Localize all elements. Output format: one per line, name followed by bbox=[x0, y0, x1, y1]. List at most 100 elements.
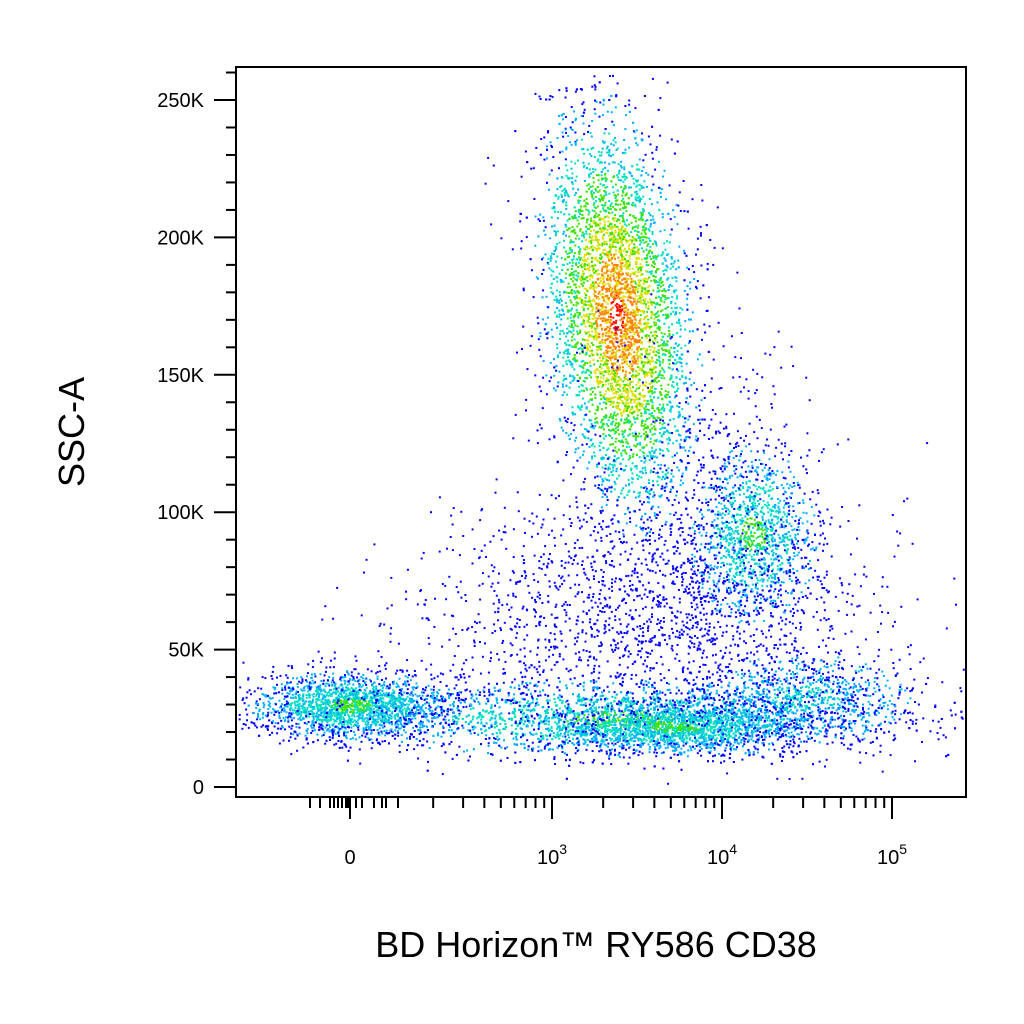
event-dot bbox=[630, 231, 633, 234]
event-dot bbox=[542, 219, 545, 222]
event-dot bbox=[602, 428, 605, 431]
event-dot bbox=[641, 247, 643, 250]
event-dot bbox=[631, 407, 634, 410]
event-dot bbox=[645, 431, 647, 433]
event-dot bbox=[660, 384, 663, 387]
event-dot bbox=[622, 324, 625, 327]
event-dot bbox=[627, 308, 630, 311]
event-dot bbox=[604, 309, 607, 312]
event-dot bbox=[689, 371, 692, 374]
event-dot bbox=[638, 432, 641, 435]
event-dot bbox=[599, 510, 602, 512]
event-dot bbox=[651, 233, 654, 236]
event-dot bbox=[651, 301, 654, 304]
event-dot bbox=[621, 232, 624, 235]
event-dot bbox=[562, 280, 565, 283]
event-dot bbox=[657, 108, 660, 111]
event-dot bbox=[637, 347, 640, 350]
event-dot bbox=[625, 441, 628, 444]
event-dot bbox=[577, 159, 579, 162]
event-dot bbox=[721, 247, 724, 250]
event-dot bbox=[609, 309, 612, 311]
event-dot bbox=[592, 313, 595, 316]
event-dot bbox=[635, 360, 637, 363]
event-dot bbox=[550, 269, 553, 272]
event-dot bbox=[640, 470, 643, 473]
event-dot bbox=[657, 314, 660, 317]
event-dot bbox=[647, 252, 650, 255]
event-dot bbox=[629, 238, 632, 241]
event-dot bbox=[599, 372, 602, 375]
event-dot bbox=[635, 453, 638, 456]
event-dot bbox=[545, 393, 548, 396]
event-dot bbox=[586, 429, 589, 432]
event-dot bbox=[612, 354, 615, 357]
event-dot bbox=[646, 408, 649, 411]
event-dot bbox=[621, 337, 624, 340]
event-dot bbox=[633, 323, 636, 326]
event-dot bbox=[637, 271, 640, 274]
event-dot bbox=[650, 423, 653, 426]
event-dot bbox=[574, 210, 577, 213]
event-dot bbox=[602, 278, 605, 280]
event-dot bbox=[617, 391, 619, 394]
event-dot bbox=[585, 190, 588, 193]
event-dot bbox=[661, 449, 664, 452]
event-dot bbox=[662, 175, 664, 178]
event-dot bbox=[631, 394, 634, 397]
event-dot bbox=[619, 462, 622, 465]
event-dot bbox=[631, 253, 633, 255]
event-dot bbox=[570, 167, 573, 170]
event-dot bbox=[574, 131, 577, 134]
event-dot bbox=[634, 421, 637, 424]
event-dot bbox=[586, 251, 589, 254]
event-dot bbox=[581, 338, 584, 341]
event-dot bbox=[670, 302, 673, 305]
event-dot bbox=[632, 393, 635, 396]
event-dot bbox=[629, 420, 632, 423]
event-dot bbox=[627, 434, 630, 437]
event-dot bbox=[678, 413, 681, 416]
event-dot bbox=[685, 397, 688, 400]
event-dot bbox=[700, 184, 703, 186]
event-dot bbox=[514, 413, 517, 416]
event-dot bbox=[609, 350, 612, 353]
event-dot bbox=[603, 285, 605, 288]
event-dot bbox=[602, 197, 605, 200]
event-dot bbox=[657, 295, 660, 298]
event-dot bbox=[559, 330, 562, 333]
event-dot bbox=[556, 217, 559, 220]
event-dot bbox=[645, 236, 648, 239]
event-dot bbox=[601, 419, 603, 421]
event-dot bbox=[633, 316, 636, 319]
event-dot bbox=[609, 233, 612, 236]
event-dot bbox=[593, 75, 596, 78]
event-dot bbox=[645, 240, 648, 243]
event-dot bbox=[598, 216, 601, 219]
event-dot bbox=[594, 238, 597, 241]
event-dot bbox=[591, 324, 594, 327]
event-dot bbox=[661, 253, 664, 256]
event-dot bbox=[570, 313, 573, 316]
event-dot bbox=[601, 506, 603, 509]
event-dot bbox=[640, 293, 643, 296]
event-dot bbox=[600, 313, 602, 316]
event-dot bbox=[643, 501, 645, 504]
event-dot bbox=[703, 323, 706, 326]
event-dot bbox=[612, 144, 615, 147]
event-dot bbox=[581, 88, 583, 91]
event-dot bbox=[663, 431, 666, 434]
event-dot bbox=[609, 75, 611, 77]
event-dot bbox=[541, 296, 544, 299]
event-dot bbox=[648, 459, 651, 462]
event-dot bbox=[638, 319, 641, 322]
event-dot bbox=[625, 465, 628, 467]
event-dot bbox=[630, 296, 633, 299]
event-dot bbox=[640, 232, 643, 235]
event-dot bbox=[612, 232, 615, 235]
event-dot bbox=[634, 390, 637, 392]
event-dot bbox=[548, 438, 551, 441]
event-dot bbox=[658, 355, 661, 358]
event-dot bbox=[620, 419, 622, 422]
event-dot bbox=[553, 230, 556, 233]
